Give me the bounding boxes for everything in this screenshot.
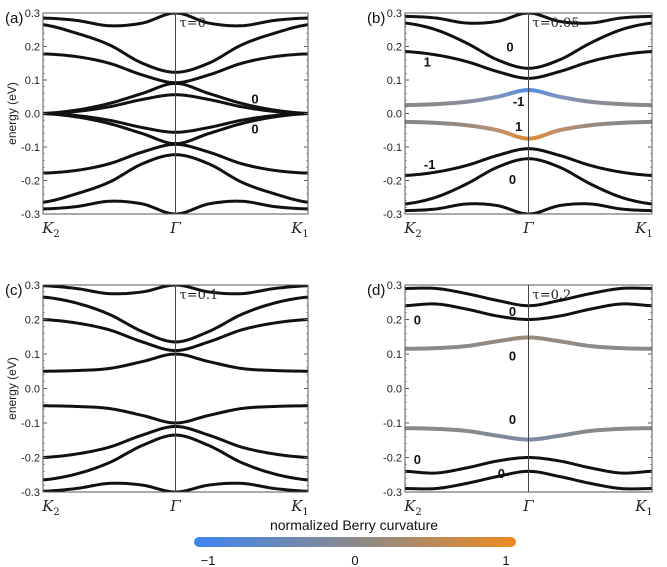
x-tick-label: K2 [41,219,60,240]
x-tick-label: K1 [290,219,309,240]
x-tick-label: K2 [403,219,422,240]
panel-label: (d) [367,282,385,299]
x-tick-label: K2 [403,497,422,518]
tau-label: τ=0 [180,16,206,31]
y-tick-label: -0.2 [383,453,402,465]
colorbar-title: normalized Berry curvature [270,517,438,533]
y-tick-label: 0.3 [25,280,40,292]
y-tick-label: 0.3 [387,280,402,292]
chern-number-label: 0 [414,313,421,328]
y-tick-label: -0.2 [21,176,40,188]
colorbar-tick-max: 1 [502,553,509,567]
chern-number-label: -1 [513,94,525,109]
x-tick-label: Γ [522,219,534,237]
y-tick-label: 0.0 [387,109,402,121]
y-tick-label: 0.3 [387,8,402,20]
y-tick-label: 0.2 [387,42,402,54]
chern-number-label: 0 [251,91,258,106]
chern-number-label: 0 [506,40,513,55]
x-tick-label: K1 [634,219,653,240]
y-tick-label: 0.0 [25,109,40,121]
colorbar-tick-mid: 0 [351,553,358,567]
x-tick-label: K1 [290,497,309,518]
chern-number-label: 0 [509,349,516,364]
chern-number-label: 0 [251,122,258,137]
tau-label: τ=0.05 [533,16,580,31]
band-line-0 [43,13,308,28]
x-tick-label: K1 [634,497,653,518]
y-axis-label: energy (eV) [5,82,19,145]
panel-d: 0.3 0.2 0.1 0.0 -0.1 -0.2 -0.3K2 Γ K1 (d) τ=0.2 0 0 0… [367,280,653,518]
y-tick-label: 0.0 [387,384,402,396]
colorbar-gradient [194,537,516,547]
band-line-0 [405,13,652,25]
panel-c: 0.3 0.2 0.1 0.0 -0.1 -0.2 -0.3K2 Γ K1 energy (eV)… [5,280,309,518]
x-tick-label: Γ [169,219,181,237]
panel-label: (a) [5,10,23,27]
band-line-7 [43,481,308,492]
y-tick-label: 0.1 [387,75,402,87]
band-line-0 [43,285,308,296]
y-axis-label: energy (eV) [5,357,19,420]
y-tick-label: 0.2 [387,315,402,327]
chern-number-label: 0 [509,304,516,319]
y-tick-label: -0.3 [21,209,40,221]
chern-number-label: 0 [414,452,421,467]
colorbar: normalized Berry curvature −1 0 1 [194,517,516,567]
colorbar-tick-min: −1 [201,553,216,567]
y-tick-label: 0.3 [25,8,40,20]
y-tick-label: -0.1 [383,418,402,430]
y-tick-label: 0.1 [25,75,40,87]
panel-a: 0.3 0.2 0.1 0.0 -0.1 -0.2 -0.3K2 Γ K1 energy (eV)… [5,8,309,240]
band-line-9 [43,199,308,214]
y-tick-label: -0.3 [21,487,40,499]
x-tick-label: Γ [169,497,181,515]
y-tick-label: -0.2 [383,176,402,188]
panel-label: (c) [5,282,23,299]
y-tick-label: -0.1 [21,418,40,430]
tau-label: τ=0.2 [533,288,572,303]
y-tick-label: 0.0 [25,384,40,396]
y-tick-label: -0.1 [383,142,402,154]
y-tick-label: -0.3 [383,209,402,221]
tau-label: τ=0.1 [180,288,219,303]
chern-number-label: -1 [424,157,436,172]
chern-number-label: 0 [498,466,505,481]
y-tick-label: -0.3 [383,487,402,499]
y-tick-label: 0.1 [25,349,40,361]
y-tick-label: -0.1 [21,142,40,154]
y-tick-label: 0.2 [25,315,40,327]
chern-number-label: 0 [509,412,516,427]
panel-b: 0.3 0.2 0.1 0.0 -0.1 -0.2 -0.3K2 Γ K1 (b) τ=0.05 0 1… [367,8,653,240]
x-tick-label: Γ [522,497,534,515]
panel-label: (b) [367,10,385,27]
band-line-7 [405,202,652,214]
y-tick-label: 0.1 [387,349,402,361]
chern-number-label: 0 [509,172,516,187]
y-tick-label: 0.2 [25,42,40,54]
x-tick-label: K2 [41,497,60,518]
chern-number-label: 1 [515,119,522,134]
chern-number-label: 1 [424,55,431,70]
y-tick-label: -0.2 [21,453,40,465]
